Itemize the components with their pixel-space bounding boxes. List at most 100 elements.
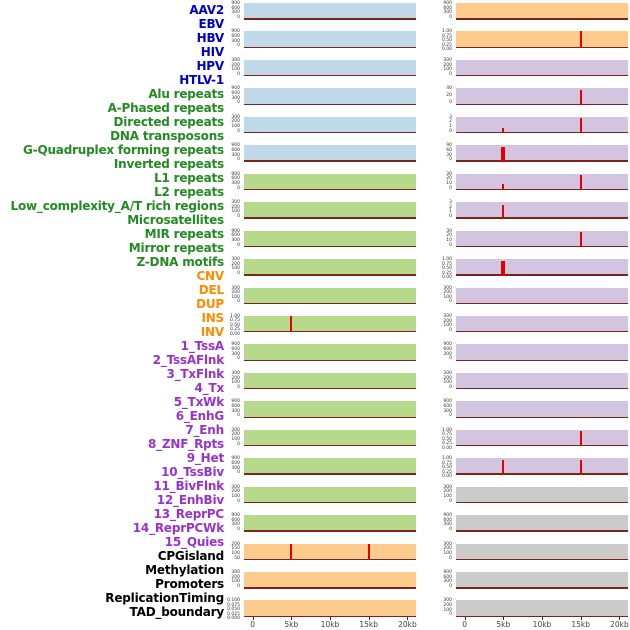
y-tick-value: 600	[231, 176, 240, 182]
y-tick-value: 900	[443, 513, 452, 519]
y-axis-ticks-right-inv: 300 200 100 0	[438, 314, 454, 334]
y-tick-value: 0	[449, 583, 452, 589]
y-tick-value: 600	[231, 91, 240, 96]
y-tick-value: 100	[231, 294, 240, 300]
panel-right-4-tx	[456, 372, 628, 390]
track-label-9-het: 9_Het	[186, 451, 224, 465]
y-axis-ticks-left-hpv: 300 200 100 0	[226, 58, 242, 78]
y-tick-value: 300	[443, 285, 452, 291]
y-tick-value: 2	[449, 119, 452, 125]
panel-left-inv	[244, 315, 416, 333]
track-label-tad-boundary: TAD_boundary	[129, 605, 225, 619]
track-label-mir-repeats: MIR repeats	[144, 227, 225, 241]
panel-left-tad-boundary	[244, 600, 416, 617]
y-tick-value: 200	[231, 541, 240, 547]
track-label-1-tssa: 1_TssA	[180, 339, 225, 353]
y-tick-value: 0.50	[229, 322, 240, 328]
y-tick-value: 300	[443, 57, 452, 63]
y-tick-value: 30	[446, 228, 452, 234]
y-tick-value: 0.75	[441, 261, 452, 267]
y-axis-ticks-left-8-znf-rpts: 300 200 100 0	[226, 427, 242, 448]
y-tick-value: 0	[449, 498, 452, 504]
y-tick-value: 0	[449, 242, 452, 248]
y-tick-value: 60	[446, 147, 452, 153]
y-tick-value: 0	[449, 128, 452, 134]
y-axis-ticks-right-2-tssaflnk: 900 600 300 0	[438, 343, 454, 362]
y-tick-value: 0	[449, 384, 452, 390]
x-axis-tick-label: 10kb	[320, 620, 340, 629]
y-tick-value: 100	[443, 294, 452, 300]
y-tick-value: 50	[234, 555, 240, 561]
panel-right-directed-repeats	[456, 116, 628, 134]
y-tick-value: 0.00	[441, 275, 452, 281]
y-tick-value: 200	[443, 62, 452, 68]
y-tick-value: 90	[446, 143, 452, 149]
panel-right-mir-repeats	[456, 230, 628, 248]
track-label-alu-repeats: Alu repeats	[148, 87, 224, 101]
signal-baseline	[456, 615, 628, 617]
y-tick-value: 100	[443, 607, 452, 613]
y-tick-value: 200	[231, 261, 240, 267]
track-label-del: DEL	[198, 283, 224, 297]
y-axis-ticks-right-promoters: 900 600 300 0	[438, 570, 454, 590]
y-tick-value: 0	[449, 413, 452, 419]
y-axis-ticks-left-cpgisland: 200 150 100 50	[226, 541, 242, 562]
y-tick-value: 100	[443, 550, 452, 556]
y-axis-ticks-left-low-complexity-a-t-rich-regions: 300 200 100 0	[226, 201, 242, 220]
panel-left-6-enhg	[244, 401, 416, 418]
y-axis-ticks-left-tad-boundary: 0.100 0.075 0.050 0.025 0.000	[226, 599, 242, 621]
y-tick-value: 20	[446, 176, 452, 182]
x-axis-tick-mark	[330, 617, 331, 620]
y-tick-value: 100	[443, 67, 452, 73]
y-tick-value: 300	[231, 427, 240, 433]
y-tick-value: 0	[237, 100, 240, 106]
panel-left-mir-repeats	[244, 230, 416, 248]
y-axis-ticks-left-promoters: 300 200 100 0	[226, 570, 242, 590]
y-tick-value: 300	[231, 10, 240, 16]
y-tick-value: 10	[446, 181, 452, 186]
y-tick-value: 0	[449, 71, 452, 77]
y-tick-value: 300	[443, 579, 452, 585]
signal-baseline	[244, 587, 416, 589]
y-tick-value: 200	[443, 318, 452, 324]
y-tick-value: 30	[446, 171, 452, 177]
y-tick-value: 0.50	[441, 38, 452, 44]
y-tick-value: 0	[237, 527, 240, 533]
y-tick-value: 0.25	[441, 469, 452, 475]
track-label-cpgisland: CPGisland	[157, 549, 224, 563]
track-label-10-tssbiv: 10_TssBiv	[161, 465, 224, 479]
y-tick-value: 1.00	[441, 29, 452, 35]
panel-left-12-enhbiv	[244, 486, 416, 504]
y-tick-value: 300	[443, 522, 452, 528]
track-label-8-znf-rpts: 8_ZNF_Rpts	[147, 437, 224, 451]
y-tick-value: 0	[237, 271, 240, 277]
signal-baseline	[456, 388, 628, 390]
y-tick-value: 0.75	[229, 318, 240, 324]
y-tick-value: 0	[237, 356, 240, 362]
y-tick-value: 300	[443, 408, 452, 414]
track-label-5-txwk: 5_TxWk	[173, 395, 224, 409]
y-tick-value: 0	[237, 583, 240, 589]
y-tick-value: 100	[443, 493, 452, 499]
y-tick-value: 200	[231, 204, 240, 210]
y-axis-ticks-right-cpgisland: 300 200 100 0	[438, 542, 454, 562]
panel-left-hpv	[244, 59, 416, 77]
y-tick-value: 0.000	[227, 616, 240, 622]
signal-baseline	[456, 274, 628, 276]
y-tick-value: 600	[443, 347, 452, 353]
track-label-11-bivflnk: 11_BivFlnk	[153, 479, 224, 493]
y-axis-ticks-right-14-reprpcwk: 900 600 300 0	[438, 514, 454, 533]
y-tick-value: 600	[443, 574, 452, 580]
y-tick-value: 300	[231, 484, 240, 490]
y-tick-value: 200	[231, 375, 240, 381]
x-axis-tick-label: 20kb	[398, 620, 417, 629]
y-axis-ticks-right-del: 300 200 100 0	[438, 285, 454, 306]
track-label-14-reprpcwk: 14_ReprPCWk	[132, 521, 224, 535]
signal-baseline	[456, 331, 628, 333]
signal-baseline	[456, 132, 628, 134]
panel-right-aav2	[456, 3, 628, 20]
y-tick-value: 0	[449, 214, 452, 220]
y-tick-value: 0.25	[441, 42, 452, 48]
y-tick-value: 3	[449, 200, 452, 206]
